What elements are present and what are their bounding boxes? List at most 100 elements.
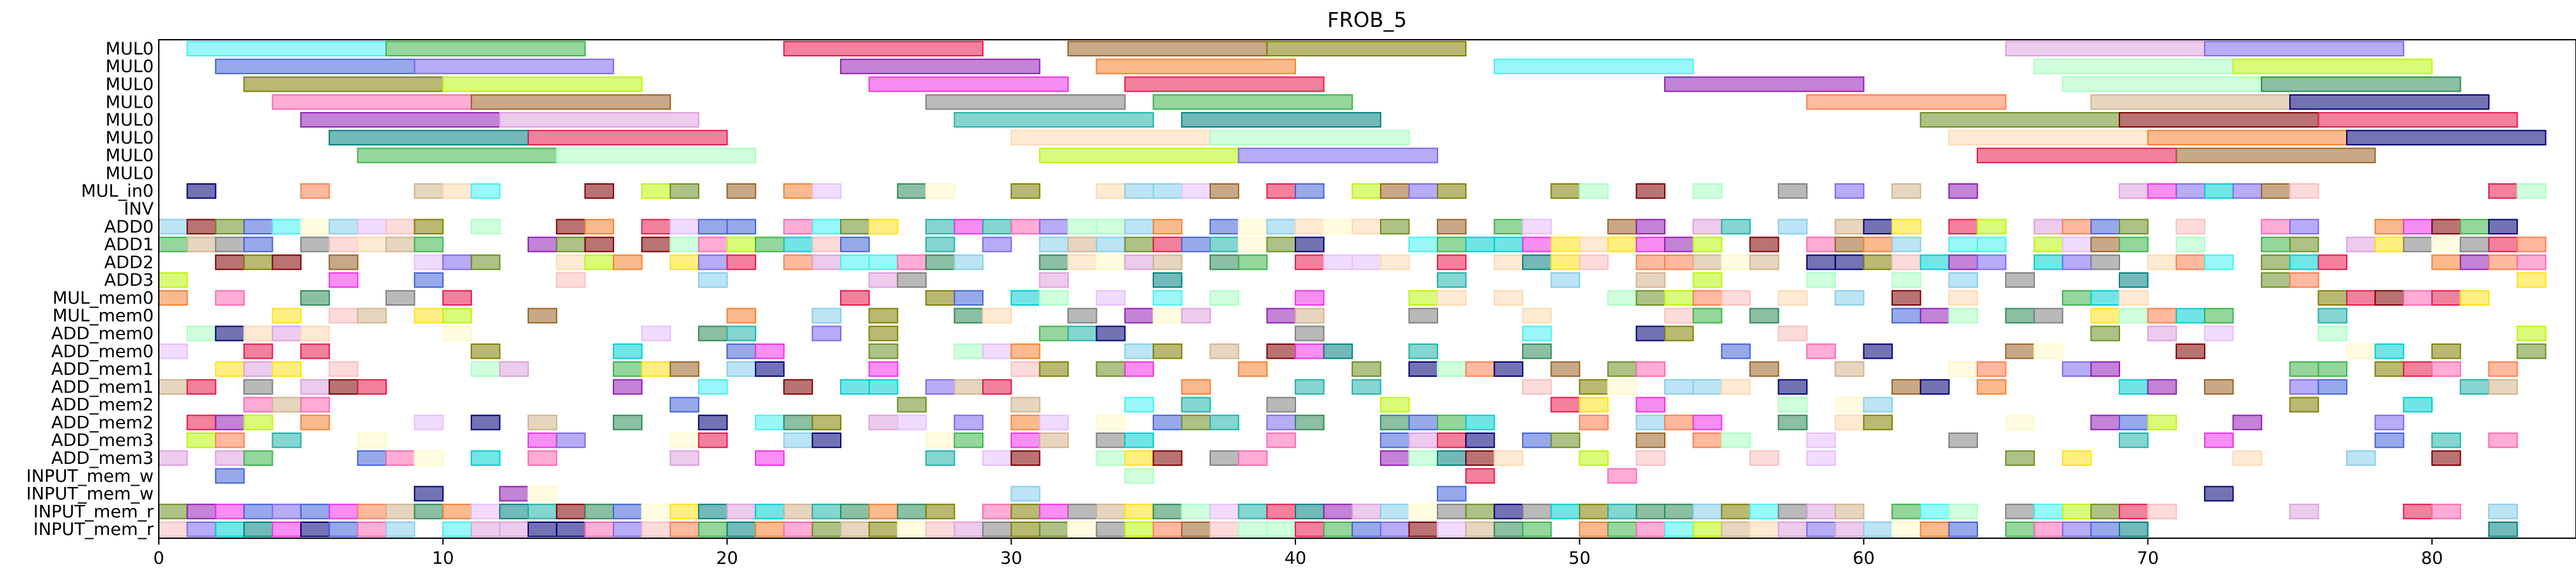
gantt-bar (783, 432, 813, 448)
gantt-bar (868, 415, 898, 431)
gantt-bar (1778, 397, 1808, 413)
row-label: ADD1 (104, 235, 154, 255)
gantt-bar (1607, 521, 1637, 538)
gantt-bar (300, 343, 330, 359)
gantt-bar (1778, 218, 1808, 235)
gantt-bar (641, 504, 671, 520)
gantt-bar (1380, 521, 1410, 538)
gantt-bar (1493, 218, 1524, 235)
gantt-bar (982, 521, 1012, 538)
plot-frame (158, 39, 2576, 539)
gantt-bar (215, 415, 245, 431)
gantt-bar (186, 415, 216, 431)
gantt-bar (1835, 521, 1865, 538)
gantt-bar (1266, 343, 1297, 359)
gantt-bar (1749, 361, 1779, 377)
gantt-bar (840, 58, 1041, 74)
gantt-bar (1977, 361, 2007, 377)
gantt-bar (1096, 361, 1126, 377)
gantt-bar (698, 521, 728, 538)
gantt-bar (158, 218, 188, 235)
gantt-bar (1351, 254, 1382, 270)
gantt-bar (1692, 236, 1722, 252)
gantt-bar (754, 415, 785, 431)
gantt-bar (1380, 450, 1410, 466)
gantt-bar (1664, 236, 1694, 252)
row-label: ADD0 (104, 217, 154, 237)
gantt-bar (1295, 343, 1325, 359)
gantt-bar (1408, 290, 1438, 306)
gantt-bar (1209, 236, 1240, 252)
gantt-bar (1436, 272, 1467, 288)
gantt-bar (328, 361, 359, 377)
gantt-bar (925, 290, 955, 306)
gantt-bar (811, 504, 842, 520)
gantt-bar (1124, 450, 1154, 466)
gantt-bar (2090, 415, 2120, 431)
gantt-bar (1067, 236, 1098, 252)
gantt-bar (1578, 397, 1609, 413)
gantt-bar (1067, 218, 1098, 235)
gantt-bar (186, 183, 216, 199)
gantt-bar (1948, 129, 2149, 145)
gantt-bar (158, 521, 188, 538)
gantt-bar (811, 183, 842, 199)
gantt-bar (1153, 521, 1183, 538)
gantt-bar (1948, 218, 1979, 235)
gantt-bar (698, 415, 728, 431)
row-label: ADD_mem2 (51, 395, 154, 415)
gantt-bar (2062, 504, 2092, 520)
gantt-bar (2289, 183, 2319, 199)
gantt-bar (1778, 183, 1808, 199)
gantt-bar (1124, 308, 1154, 324)
gantt-bar (982, 308, 1012, 324)
gantt-bar (1977, 147, 2177, 163)
gantt-bar (2345, 290, 2376, 306)
gantt-bar (271, 254, 302, 270)
gantt-bar (953, 218, 984, 235)
gantt-bar (300, 325, 330, 341)
gantt-bar (527, 236, 558, 252)
gantt-bar (215, 236, 245, 252)
gantt-bar (726, 343, 756, 359)
gantt-bar (2402, 397, 2433, 413)
gantt-bar (271, 504, 302, 520)
gantt-bar (1436, 432, 1467, 448)
gantt-bar (584, 183, 615, 199)
gantt-bar (1806, 236, 1836, 252)
gantt-bar (1664, 325, 1694, 341)
gantt-bar (1153, 272, 1183, 288)
gantt-bar (2147, 183, 2177, 199)
gantt-bar (1181, 379, 1211, 395)
gantt-bar (754, 343, 785, 359)
gantt-bar (1835, 361, 1865, 377)
gantt-bar (2289, 272, 2319, 288)
gantt-bar (641, 236, 671, 252)
gantt-bar (1635, 415, 1665, 431)
row-label: INV (124, 199, 154, 219)
gantt-bar (2062, 290, 2092, 306)
gantt-bar (2260, 76, 2461, 92)
gantt-bar (158, 343, 188, 359)
gantt-bar (1635, 183, 1665, 199)
gantt-bar (1209, 129, 1410, 145)
gantt-bar (1721, 521, 1751, 538)
gantt-bar (2459, 379, 2490, 395)
gantt-bar (1948, 521, 1979, 538)
gantt-bar (215, 468, 245, 484)
gantt-bar (1920, 521, 1950, 538)
gantt-bar (2005, 40, 2206, 57)
gantt-bar (1351, 521, 1382, 538)
gantt-bar (641, 361, 671, 377)
gantt-bar (243, 76, 444, 92)
gantt-bar (1692, 290, 1722, 306)
gantt-bar (868, 272, 898, 288)
gantt-bar (1635, 236, 1665, 252)
gantt-bar (414, 308, 444, 324)
gantt-bar (1380, 183, 1410, 199)
row-label: ADD_mem3 (51, 448, 154, 468)
gantt-bar (1067, 325, 1098, 341)
gantt-bar (1124, 521, 1154, 538)
gantt-bar (2090, 218, 2120, 235)
gantt-bar (215, 58, 416, 74)
